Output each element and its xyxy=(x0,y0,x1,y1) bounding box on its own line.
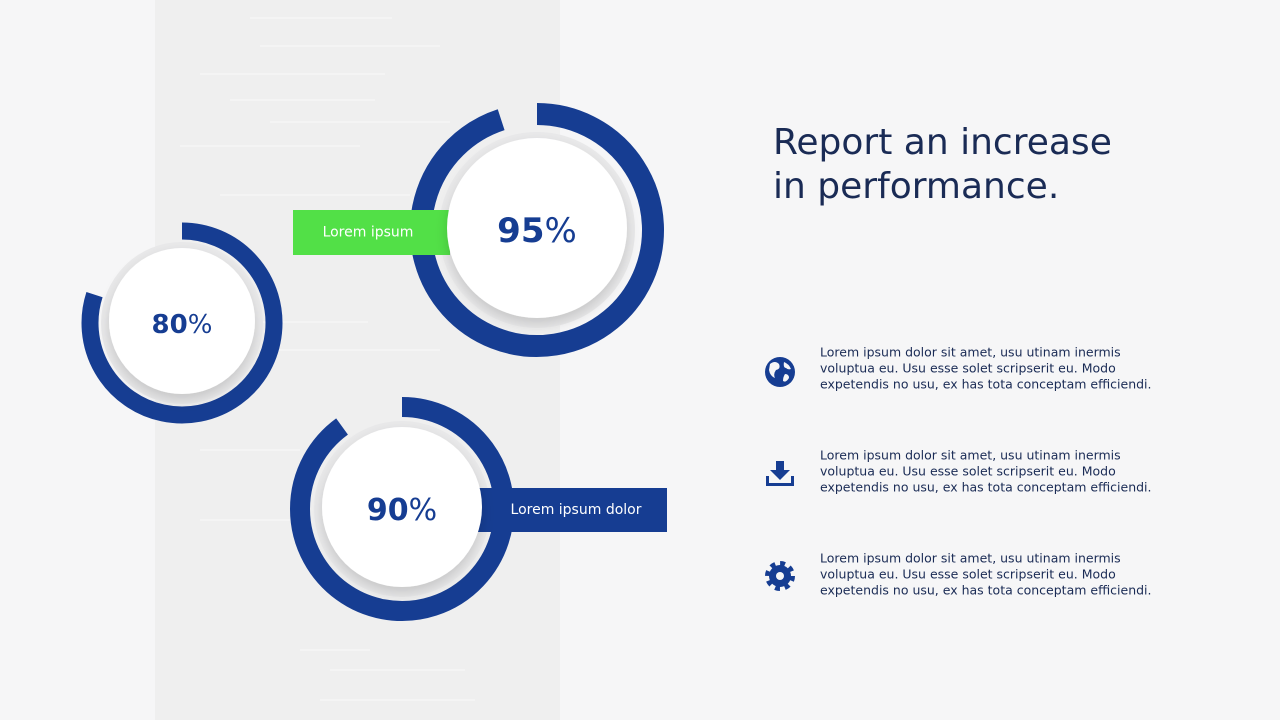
label-text: Lorem ipsum dolor xyxy=(511,502,642,518)
progress-arc xyxy=(81,222,283,424)
item-text: Lorem ipsum dolor sit amet, usu utinam i… xyxy=(820,345,1121,360)
globe-icon xyxy=(765,357,795,387)
item-text: expetendis no usu, ex has tota conceptam… xyxy=(820,583,1152,598)
progress-arc xyxy=(290,397,514,621)
item-text: voluptua eu. Usu esse solet scripserit e… xyxy=(820,361,1116,376)
title-line: in performance. xyxy=(773,166,1059,207)
item-text: voluptua eu. Usu esse solet scripserit e… xyxy=(820,567,1116,582)
item-text: Lorem ipsum dolor sit amet, usu utinam i… xyxy=(820,551,1121,566)
item-text: voluptua eu. Usu esse solet scripserit e… xyxy=(820,464,1116,479)
title-line: Report an increase xyxy=(773,122,1112,163)
item-text: expetendis no usu, ex has tota conceptam… xyxy=(820,480,1152,495)
inner-circle xyxy=(447,138,627,318)
gear-icon xyxy=(765,561,795,591)
label-box xyxy=(293,210,450,255)
decor-lines xyxy=(180,17,475,701)
label-text: Lorem ipsum xyxy=(323,225,414,241)
progress-arc xyxy=(410,103,664,357)
item-text: expetendis no usu, ex has tota conceptam… xyxy=(820,377,1152,392)
inner-circle xyxy=(109,248,255,394)
percent-label: 90% xyxy=(367,493,437,528)
percent-label: 95% xyxy=(497,211,577,251)
download-icon xyxy=(766,461,794,486)
label-box xyxy=(478,488,667,532)
inner-circle xyxy=(322,427,482,587)
item-text: Lorem ipsum dolor sit amet, usu utinam i… xyxy=(820,448,1121,463)
percent-label: 80% xyxy=(152,310,213,340)
